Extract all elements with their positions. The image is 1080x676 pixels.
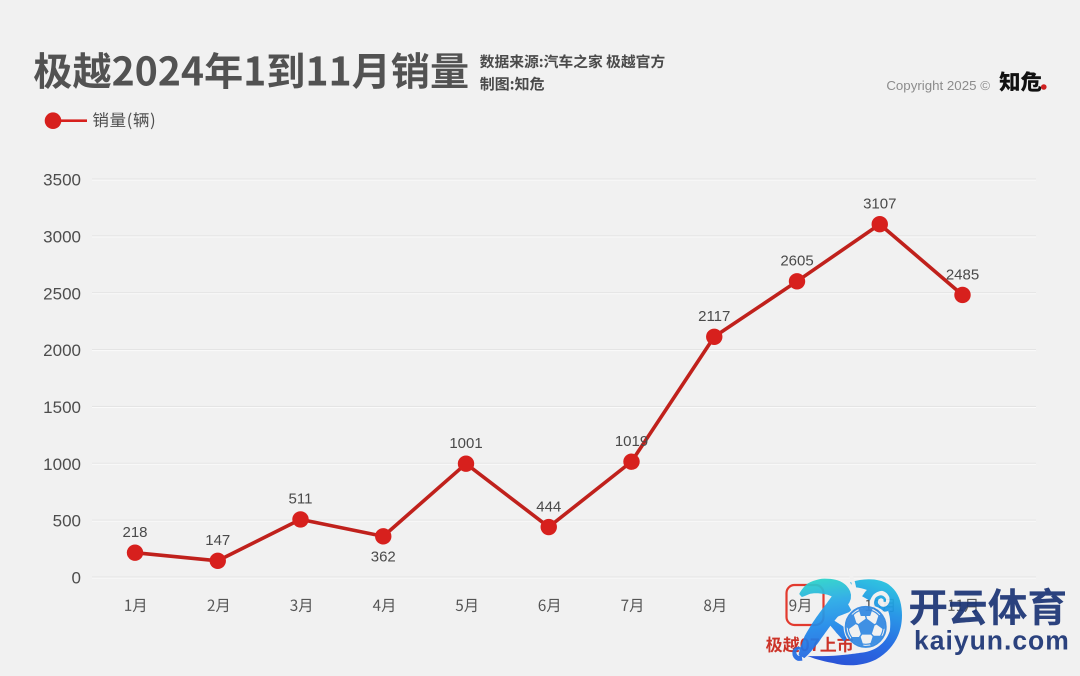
svg-text:218: 218 <box>122 524 147 541</box>
svg-text:1000: 1000 <box>43 455 81 474</box>
svg-text:2000: 2000 <box>43 341 81 360</box>
svg-text:2605: 2605 <box>780 253 813 270</box>
svg-text:362: 362 <box>371 549 396 566</box>
svg-text:147: 147 <box>205 532 230 549</box>
svg-text:2485: 2485 <box>946 266 979 283</box>
svg-text:1001: 1001 <box>449 435 482 452</box>
svg-text:2500: 2500 <box>43 284 81 303</box>
svg-text:2117: 2117 <box>698 308 730 325</box>
svg-text:3107: 3107 <box>863 196 896 213</box>
svg-text:kaiyun.com: kaiyun.com <box>914 626 1070 656</box>
svg-text:444: 444 <box>536 498 561 515</box>
svg-text:511: 511 <box>289 491 313 508</box>
svg-text:3500: 3500 <box>43 171 81 190</box>
svg-text:1019: 1019 <box>615 433 648 450</box>
svg-text:0: 0 <box>72 569 81 588</box>
svg-text:Copyright 2025 ©: Copyright 2025 © <box>886 78 990 93</box>
svg-text:500: 500 <box>53 512 81 531</box>
svg-text:3000: 3000 <box>43 227 81 246</box>
svg-text:1500: 1500 <box>43 398 81 417</box>
